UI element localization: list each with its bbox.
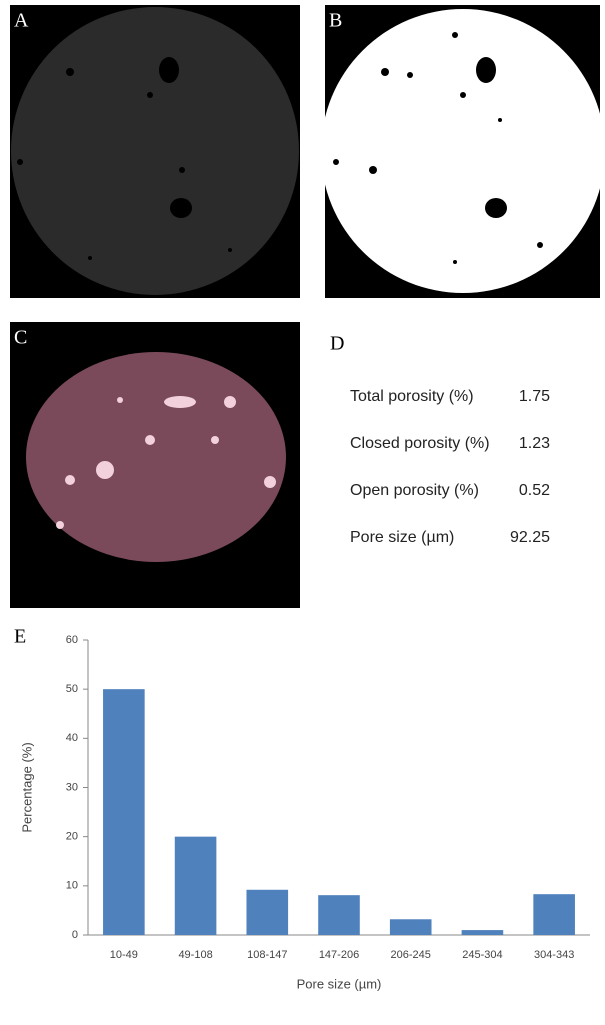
- x-tick-label: 10-49: [110, 949, 138, 961]
- bar: [390, 919, 432, 935]
- row-label: Closed porosity (%): [350, 435, 490, 452]
- y-tick-label: 30: [66, 781, 78, 793]
- panel-label: B: [329, 10, 342, 32]
- y-tick-label: 20: [66, 831, 78, 843]
- row-label: Pore size (µm): [350, 529, 454, 546]
- x-tick-label: 49-108: [178, 949, 212, 961]
- bar: [103, 689, 145, 935]
- x-tick-label: 206-245: [391, 949, 431, 961]
- x-tick-label: 108-147: [247, 949, 287, 961]
- y-tick-label: 50: [66, 683, 78, 695]
- x-tick-label: 245-304: [462, 949, 502, 961]
- x-tick-label: 304-343: [534, 949, 574, 961]
- bar: [318, 895, 360, 935]
- y-tick-label: 0: [72, 929, 78, 941]
- x-tick-label: 147-206: [319, 949, 359, 961]
- bar: [462, 930, 504, 935]
- x-axis-label: Pore size (µm): [297, 976, 382, 991]
- bar: [533, 894, 575, 935]
- y-axis-label: Percentage (%): [19, 742, 34, 832]
- figure: A B C D Total porosity (%) 1.75 Closed por…: [0, 0, 605, 1025]
- row-label: Total porosity (%): [350, 388, 474, 405]
- bar: [175, 837, 217, 935]
- 3d-render: [26, 352, 286, 562]
- panel-label: A: [14, 10, 29, 32]
- sample-slice: [11, 7, 299, 295]
- y-tick-label: 10: [66, 880, 78, 892]
- porosity-table: Total porosity (%) 1.75 Closed porosity (%…: [350, 388, 550, 546]
- bar-chart: 0 10 20 30 40 50 60 10-49 49-108 108-147 147-206 20…: [19, 634, 590, 992]
- row-value: 92.25: [510, 529, 550, 546]
- row-value: 0.52: [519, 482, 550, 499]
- bar: [246, 890, 288, 935]
- panel-label: D: [330, 333, 344, 355]
- y-tick-label: 60: [66, 634, 78, 646]
- binary-slice: [321, 9, 605, 293]
- row-value: 1.75: [519, 388, 550, 405]
- y-tick-label: 40: [66, 732, 78, 744]
- row-value: 1.23: [519, 435, 550, 452]
- panel-label: E: [14, 626, 26, 648]
- row-label: Open porosity (%): [350, 482, 479, 499]
- panel-label: C: [14, 327, 27, 349]
